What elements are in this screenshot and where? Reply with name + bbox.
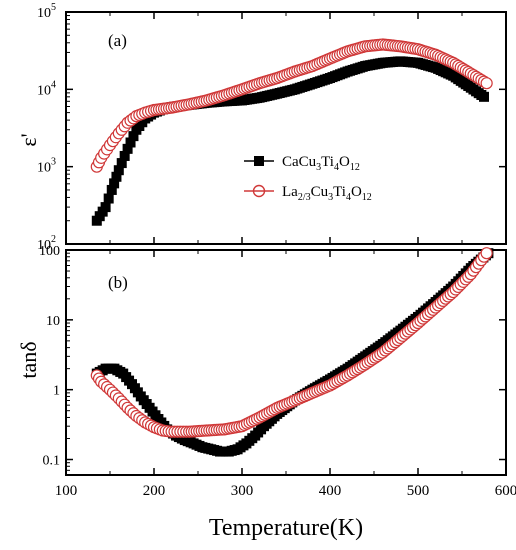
panel-b-tag: (b) bbox=[108, 273, 128, 292]
panel-a-ylabel: ε' bbox=[16, 133, 41, 146]
panel-b-series bbox=[90, 247, 494, 457]
x-tick-label: 100 bbox=[55, 483, 78, 499]
panel-b-ylabel: tanδ bbox=[16, 341, 41, 378]
panel-b-y-tick-label: 100 bbox=[39, 244, 60, 259]
panel-b-y-tick-label: 0.1 bbox=[43, 454, 61, 469]
panel-b-frame bbox=[65, 249, 507, 476]
x-tick-label: 200 bbox=[143, 483, 166, 499]
panel-b-y-tick-label: 10 bbox=[46, 314, 60, 329]
panel-a-series bbox=[90, 38, 493, 226]
x-tick-label: 600 bbox=[495, 483, 516, 499]
data-point bbox=[111, 171, 122, 182]
panel-b-y-tick-label: 1 bbox=[53, 384, 60, 399]
panel-a-y-ticks: 102 103 104 105 bbox=[37, 2, 506, 253]
data-point bbox=[479, 91, 489, 102]
data-point bbox=[122, 143, 133, 154]
data-point bbox=[125, 137, 136, 148]
panel-a: (a) ε' 102 103 104 105 CaCu3Ti4O12 La2/3Cu3… bbox=[16, 2, 507, 253]
series-cacto bbox=[91, 56, 489, 226]
panel-a-y-tick-label: 102 bbox=[37, 234, 56, 253]
panel-b-x-ticks: 100 200 300 400 500 600 bbox=[55, 250, 516, 499]
data-point bbox=[109, 178, 120, 189]
x-axis-label: Temperature(K) bbox=[209, 515, 363, 541]
panel-a-tag: (a) bbox=[108, 31, 127, 50]
data-point bbox=[128, 131, 139, 142]
data-point bbox=[480, 77, 493, 90]
data-point bbox=[119, 150, 130, 161]
legend-label-cacto: CaCu3Ti4O12 bbox=[282, 154, 360, 173]
panel-b-y-ticks: 0.1 1 10 100 bbox=[39, 244, 506, 476]
series-lacto bbox=[90, 38, 493, 173]
legend-label-lacto: La2/3Cu3Ti4O12 bbox=[282, 184, 372, 203]
data-point bbox=[103, 193, 114, 204]
legend: CaCu3Ti4O12 La2/3Cu3Ti4O12 bbox=[244, 154, 372, 203]
data-point bbox=[480, 247, 493, 260]
x-tick-label: 500 bbox=[407, 483, 430, 499]
panel-b: (b) tanδ 0.1 1 10 100 100 200 300 400 500 600 bbox=[16, 244, 516, 499]
data-point bbox=[113, 165, 124, 176]
data-point bbox=[100, 202, 111, 213]
panel-a-y-tick-label: 104 bbox=[37, 79, 56, 98]
x-tick-label: 400 bbox=[319, 483, 342, 499]
panel-a-y-tick-label: 105 bbox=[37, 2, 56, 21]
series-lacto bbox=[90, 247, 493, 438]
data-point bbox=[116, 158, 127, 169]
data-point bbox=[106, 184, 117, 195]
panel-a-y-tick-label: 103 bbox=[37, 157, 56, 176]
x-tick-label: 300 bbox=[231, 483, 254, 499]
panel-a-x-ticks bbox=[65, 12, 507, 244]
